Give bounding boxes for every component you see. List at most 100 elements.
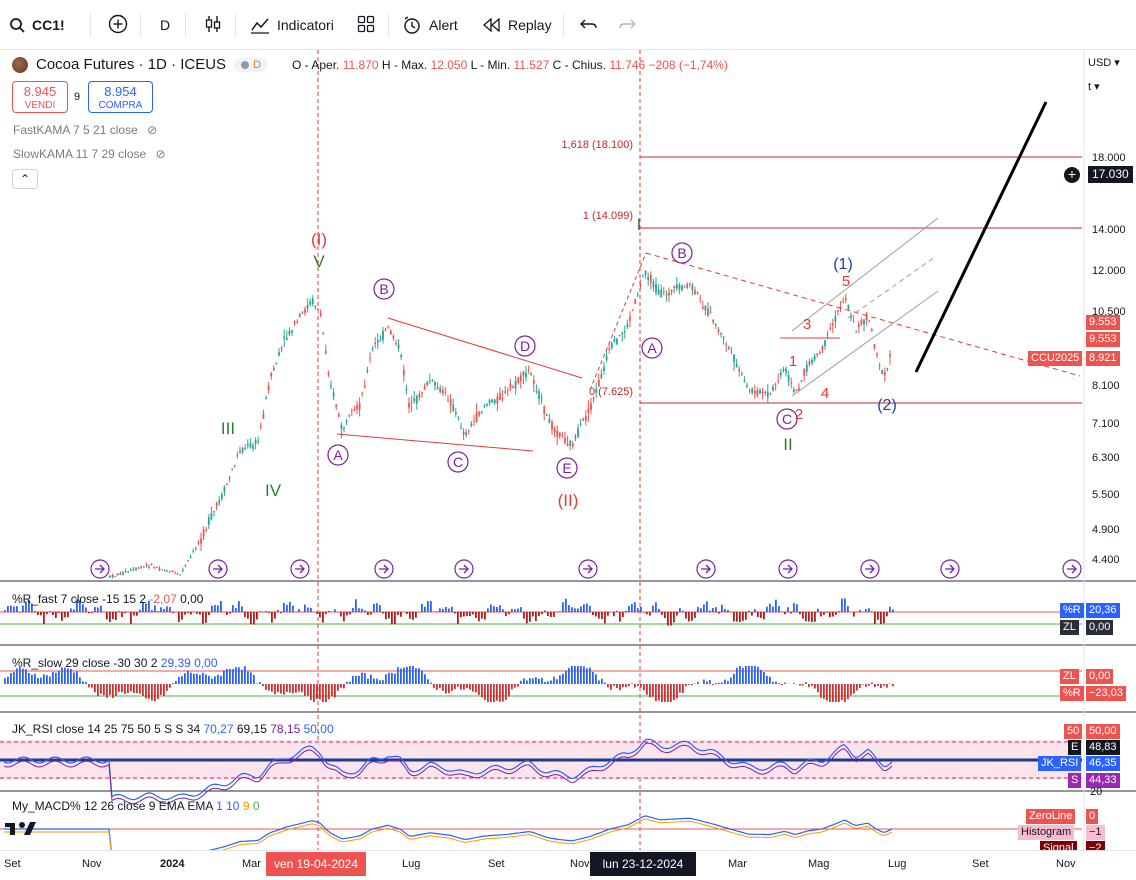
r-slow-bar [334, 684, 336, 698]
r-fast-bar [184, 612, 186, 615]
r-slow-legend[interactable]: %R_slow 29 close -30 30 2 29,39 0,00 [12, 656, 218, 670]
r-fast-legend[interactable]: %R_fast 7 close -15 15 2 -2,07 0,00 [12, 592, 204, 606]
jk-rsi-legend[interactable]: JK_RSI close 14 25 75 50 5 S S 34 70,27 … [12, 722, 334, 736]
r-slow-bar [616, 684, 618, 689]
r-slow-bar [682, 684, 684, 693]
r-fast-bar [115, 612, 117, 620]
indicators-button[interactable]: Indicatori [250, 0, 334, 50]
r-slow-bar [718, 682, 720, 684]
r-slow-bar [631, 683, 633, 684]
candle-body [517, 377, 520, 383]
fib-label-1: 1 (14.099) [583, 210, 633, 222]
r-fast-bar [853, 612, 855, 617]
candle-body [787, 375, 790, 382]
currency-selector[interactable]: USD ▾ [1088, 57, 1120, 69]
r-fast-bar [793, 603, 795, 612]
candle-body [343, 428, 345, 430]
macd-legend[interactable]: My_MACD% 12 26 close 9 EMA EMA 1 10 9 0 [12, 799, 260, 813]
event-arrow-glyph [701, 564, 711, 574]
candle-body [657, 289, 660, 295]
redo-button[interactable] [618, 0, 636, 50]
candle-body [543, 406, 546, 414]
alert-button[interactable]: Alert [402, 0, 458, 50]
market-status-label: D [253, 58, 262, 71]
candle-body [309, 301, 312, 305]
interval-label: D [160, 17, 171, 33]
r-slow-bar [628, 684, 630, 687]
overlay-slow-kama[interactable]: SlowKAMA 11 7 29 close ⊘ [13, 147, 166, 161]
overlay-fast-kama[interactable]: FastKAMA 7 5 21 close ⊘ [13, 123, 158, 137]
r-fast-bar [790, 612, 792, 614]
r-slow-bar [838, 684, 840, 702]
symbol-search[interactable]: CC1! [10, 0, 65, 50]
candle-body [496, 396, 499, 404]
candle-body [418, 393, 421, 398]
candle-body [129, 569, 132, 571]
r-slow-bar [304, 684, 306, 696]
chart-type-button[interactable] [204, 0, 222, 50]
r-fast-bar [571, 607, 573, 612]
candle-body [421, 392, 423, 394]
compare-symbol-button[interactable] [108, 0, 128, 50]
projection-line [914, 101, 1048, 373]
replay-button[interactable]: Replay [483, 0, 552, 50]
candle-body [213, 510, 215, 513]
candle-body [163, 570, 166, 572]
eye-off-icon[interactable]: ⊘ [155, 147, 166, 161]
r-slow-bar [436, 684, 438, 690]
interval-button[interactable]: D [160, 0, 170, 50]
r-fast-bar [835, 612, 837, 615]
eye-off-icon[interactable]: ⊘ [147, 123, 158, 137]
unit-selector[interactable]: t ▾ [1088, 81, 1100, 93]
sell-button[interactable]: 8.945 VENDI [12, 81, 68, 113]
candle-body [405, 388, 408, 390]
dashed-resistance-line [645, 252, 1081, 377]
candle-body [571, 443, 574, 447]
time-axis[interactable] [0, 850, 1136, 880]
price-chart[interactable]: (I) V III IV (II) I II B A C D E A B C (… [0, 50, 1136, 880]
r-slow-bar [676, 684, 678, 699]
candle-body [642, 275, 644, 277]
r-slow-bar [7, 676, 9, 684]
r-fast-bar [196, 612, 198, 614]
r-fast-bar [709, 610, 711, 612]
r-fast-bar [112, 612, 114, 620]
layouts-button[interactable] [357, 0, 375, 50]
undo-button[interactable] [580, 0, 598, 50]
r-fast-bar [865, 608, 867, 612]
r-fast-bar [523, 612, 525, 619]
r-slow-bar [784, 682, 786, 684]
r-fast-bar [457, 612, 459, 625]
r-fast-bar [529, 612, 531, 622]
wave-label-purple-B2: B [677, 245, 686, 261]
r-fast-bar [265, 610, 267, 612]
r-slow-bar [778, 683, 780, 684]
divider [235, 13, 236, 37]
r-fast-bar [91, 612, 93, 614]
r-fast-bar [832, 612, 834, 617]
tradingview-logo [5, 822, 36, 835]
r-fast-bar [361, 608, 363, 612]
candle-body [717, 329, 720, 332]
r-slow-bar [541, 677, 543, 684]
chart-title[interactable]: Cocoa Futures · 1D · ICEUS [36, 56, 227, 73]
r-slow-bar [454, 684, 456, 690]
buy-button[interactable]: 8.954 COMPRA [88, 81, 153, 113]
wave-label-purple-C: C [453, 454, 463, 470]
collapse-legend-button[interactable]: ⌃ [12, 169, 38, 189]
add-plus-icon[interactable]: + [1064, 167, 1080, 183]
r-slow-bar [670, 684, 672, 702]
candle-body [855, 330, 858, 332]
candle-body [826, 334, 829, 336]
r-slow-bar [580, 666, 582, 684]
candle-body [322, 333, 325, 335]
candle-body [688, 283, 691, 285]
r-slow-bar [109, 684, 111, 695]
r-slow-bar [892, 684, 894, 687]
r-fast-bar [511, 608, 513, 612]
channel-upper-line [791, 217, 939, 332]
candle-body [194, 547, 197, 549]
price-axis-tick: 6.300 [1092, 452, 1120, 464]
r-fast-bar [37, 612, 39, 616]
badge-value: 0,00 [1086, 620, 1114, 635]
